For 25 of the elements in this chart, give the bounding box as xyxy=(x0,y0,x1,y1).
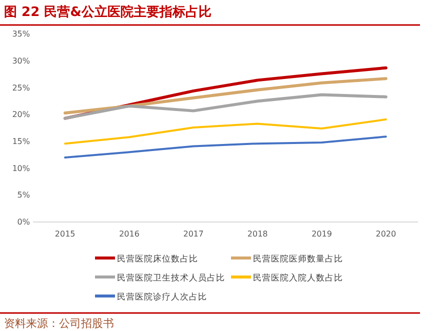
y-tick-label: 20% xyxy=(12,110,30,120)
y-tick-label: 15% xyxy=(12,136,30,146)
x-tick-label: 2016 xyxy=(119,230,140,239)
y-tick-label: 10% xyxy=(12,164,30,173)
legend-label: 民营医院卫生技术人员占比 xyxy=(117,272,225,284)
x-tick-label: 2019 xyxy=(312,230,332,239)
text: 资料来源：公司招股书 xyxy=(4,317,114,330)
line-series xyxy=(64,77,388,114)
legend-label: 民营医院医师数量占比 xyxy=(253,254,343,264)
line-series xyxy=(64,93,388,120)
x-tick-label: 2015 xyxy=(54,230,76,239)
legend-label: 民营医院入院人数占比 xyxy=(253,272,343,284)
line-series xyxy=(64,118,387,145)
y-tick-label: 0% xyxy=(17,218,30,227)
line-series xyxy=(64,136,387,159)
x-tick-label: 2020 xyxy=(376,230,396,239)
x-tick-label: 2018 xyxy=(247,230,268,239)
y-tick-label: 35% xyxy=(12,30,30,39)
legend-label: 民营医院诊疗人次占比 xyxy=(117,292,207,302)
y-tick-label: 30% xyxy=(12,56,30,66)
x-tick-label: 2017 xyxy=(183,230,204,239)
y-tick-label: 5% xyxy=(17,190,30,200)
legend-label: 民营医院床位数占比 xyxy=(117,254,198,264)
chart-title: 图 22 民营&公立医院主要指标占比 xyxy=(4,4,212,20)
y-tick-label: 25% xyxy=(12,83,30,92)
